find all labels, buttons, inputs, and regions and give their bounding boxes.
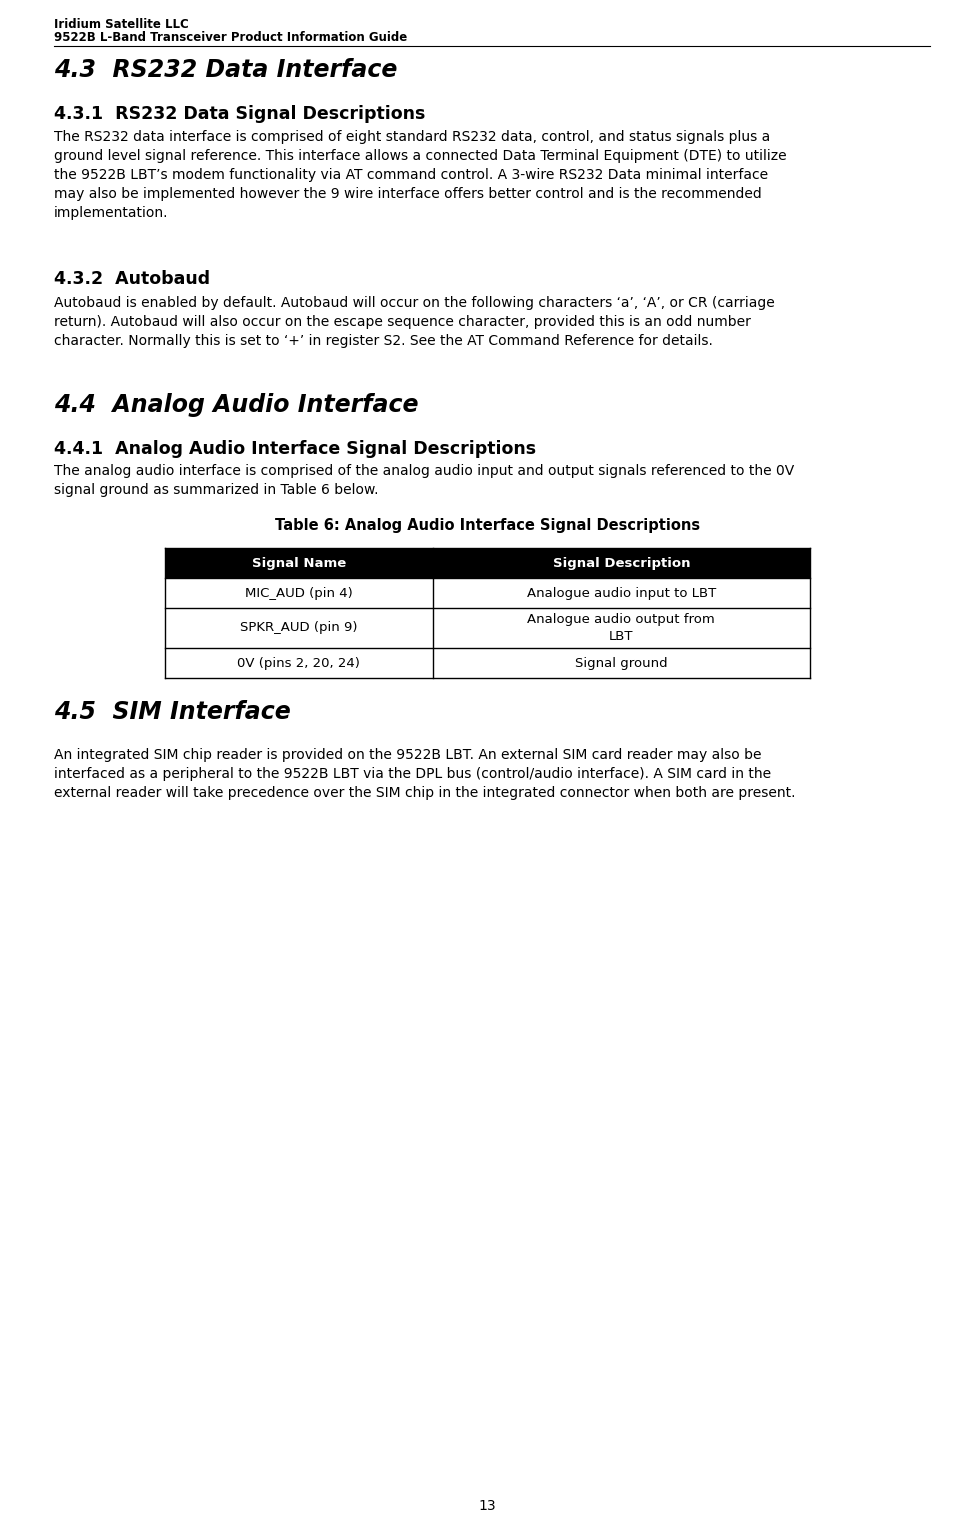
Text: The analog audio interface is comprised of the analog audio input and output sig: The analog audio interface is comprised …: [54, 464, 795, 497]
Text: SPKR_AUD (pin 9): SPKR_AUD (pin 9): [240, 621, 358, 635]
Text: 4.4  Analog Audio Interface: 4.4 Analog Audio Interface: [54, 392, 418, 417]
Text: 0V (pins 2, 20, 24): 0V (pins 2, 20, 24): [237, 656, 361, 670]
Text: 13: 13: [479, 1499, 496, 1513]
Text: 9522B L-Band Transceiver Product Information Guide: 9522B L-Band Transceiver Product Informa…: [54, 31, 408, 44]
Text: 4.3  RS232 Data Interface: 4.3 RS232 Data Interface: [54, 58, 398, 81]
Bar: [165, 578, 810, 609]
Bar: [165, 547, 810, 578]
Text: Iridium Satellite LLC: Iridium Satellite LLC: [54, 18, 189, 31]
Text: 4.5  SIM Interface: 4.5 SIM Interface: [54, 701, 291, 724]
Text: Analogue audio output from
LBT: Analogue audio output from LBT: [527, 613, 716, 642]
Text: 4.3.2  Autobaud: 4.3.2 Autobaud: [54, 270, 211, 288]
Text: The RS232 data interface is comprised of eight standard RS232 data, control, and: The RS232 data interface is comprised of…: [54, 130, 787, 219]
Bar: [165, 609, 810, 648]
Text: 4.4.1  Analog Audio Interface Signal Descriptions: 4.4.1 Analog Audio Interface Signal Desc…: [54, 440, 536, 458]
Text: Signal ground: Signal ground: [575, 656, 668, 670]
Text: An integrated SIM chip reader is provided on the 9522B LBT. An external SIM card: An integrated SIM chip reader is provide…: [54, 748, 796, 800]
Bar: [165, 648, 810, 678]
Text: Table 6: Analog Audio Interface Signal Descriptions: Table 6: Analog Audio Interface Signal D…: [275, 518, 700, 533]
Text: 4.3.1  RS232 Data Signal Descriptions: 4.3.1 RS232 Data Signal Descriptions: [54, 104, 425, 123]
Text: MIC_AUD (pin 4): MIC_AUD (pin 4): [245, 587, 353, 599]
Text: Autobaud is enabled by default. Autobaud will occur on the following characters : Autobaud is enabled by default. Autobaud…: [54, 296, 775, 348]
Text: Signal Name: Signal Name: [252, 556, 346, 569]
Text: Signal Description: Signal Description: [553, 556, 690, 569]
Text: Analogue audio input to LBT: Analogue audio input to LBT: [526, 587, 716, 599]
